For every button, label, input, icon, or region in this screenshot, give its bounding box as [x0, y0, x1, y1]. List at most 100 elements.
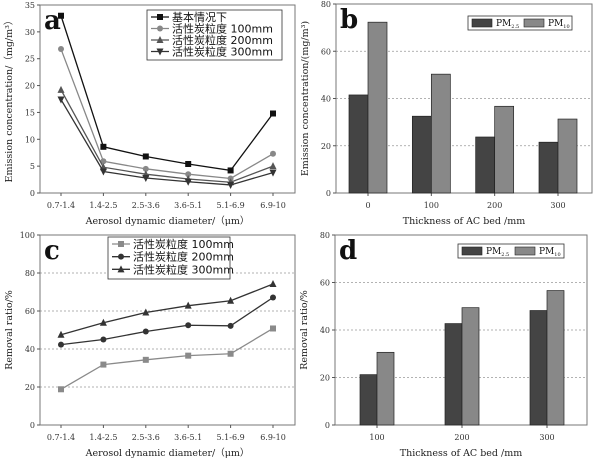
y-tick-label: 20: [321, 142, 331, 151]
data-point: [227, 181, 235, 189]
data-point: [184, 178, 192, 186]
legend-label: 活性炭粒度 200mm: [172, 33, 273, 47]
y-tick-label: 20: [320, 374, 330, 383]
y-tick-label: 60: [321, 47, 331, 56]
data-point: [99, 168, 107, 176]
legend-marker: [157, 25, 163, 32]
x-tick-label: 100: [424, 201, 439, 210]
x-tick-label: 3.6-5.1: [174, 433, 202, 442]
y-tick-label: 5: [30, 162, 35, 171]
y-axis-label: Removal ratio/%: [299, 290, 310, 370]
data-point: [100, 143, 107, 150]
legend-marker: [117, 265, 125, 273]
y-tick-label: 30: [25, 28, 35, 37]
legend-box: [146, 9, 283, 61]
data-point: [227, 322, 234, 329]
x-tick-label: 6.9-10: [260, 201, 286, 210]
data-point: [227, 350, 234, 357]
data-point: [57, 96, 65, 104]
bar: [538, 141, 559, 194]
panel-c: 0 20 40 60 80 100 0.7-1.4 1.4-2.5 2.5-3.6 3.6-5.1…: [4, 231, 296, 459]
x-axis-label: Thickness of AC bed /mm: [400, 448, 523, 459]
legend-label: 基本情况下: [172, 10, 227, 24]
bar: [494, 105, 515, 194]
series-line: [60, 15, 274, 172]
legend-marker: [118, 253, 124, 260]
y-tick-label: 0: [325, 421, 330, 430]
panel-b: 0 20 40 60 80 0 100 200 300 Thickness of AC bed /…: [300, 0, 593, 227]
data-point: [270, 325, 276, 332]
bar: [359, 374, 378, 426]
y-tick-label: 100: [20, 231, 35, 240]
data-point: [58, 386, 64, 393]
data-point: [58, 46, 64, 53]
x-tick-label: 0.7-1.4: [47, 201, 75, 210]
x-axis-label: Aerosol dynamic diameter/（μm）: [85, 215, 250, 227]
legend-box: [457, 243, 565, 259]
x-axis-label: Aerosol dynamic diameter/（μm）: [85, 447, 250, 459]
x-tick-label: 5.1-6.9: [217, 433, 245, 442]
panel-a: 0 5 10 15 20 25 30 35 0.7-1.4 1.4-2.5 2.5-3.6 3.6-5…: [3, 1, 296, 227]
legend-swatch: [514, 246, 536, 256]
bar: [546, 290, 565, 426]
data-point: [185, 171, 192, 178]
series-line: [60, 89, 274, 183]
y-tick-label: 60: [25, 307, 35, 316]
data-point: [269, 169, 277, 177]
y-tick-label: 0: [30, 189, 35, 198]
legend-label: 活性炭粒度 300mm: [133, 262, 234, 276]
legend-swatch: [471, 18, 493, 28]
y-tick-label: 35: [25, 1, 35, 10]
legend-box: [467, 15, 573, 31]
x-tick-label: 2.5-3.6: [132, 433, 160, 442]
y-axis-label: Removal ratio/%: [4, 290, 15, 370]
x-tick-label: 1.4-2.5: [89, 201, 117, 210]
plot-frame: [39, 4, 296, 194]
x-tick-label: 0.7-1.4: [47, 433, 75, 442]
y-tick-label: 20: [25, 383, 35, 392]
bar: [411, 115, 432, 194]
y-tick-label: 0: [30, 421, 35, 430]
data-point: [142, 308, 150, 316]
panel-label: d: [339, 236, 357, 266]
bar: [376, 351, 395, 426]
data-point: [270, 294, 276, 301]
plot-frame: [39, 234, 296, 426]
series-line: [60, 296, 274, 346]
y-tick-label: 40: [25, 345, 35, 354]
x-axis-label: Thickness of AC bed /mm: [403, 216, 526, 227]
legend-marker: [157, 14, 163, 20]
data-point: [58, 341, 64, 348]
legend-label: 活性炭粒度 300mm: [172, 45, 273, 59]
bar: [557, 118, 578, 194]
bar: [475, 136, 496, 194]
panel-d: 0 20 40 60 80 100 200 300 Thickness of AC bed /m…: [299, 231, 588, 459]
panel-label: c: [44, 236, 60, 266]
data-point: [100, 158, 107, 165]
data-point: [185, 322, 192, 329]
legend-label: 活性炭粒度 200mm: [133, 250, 234, 264]
x-tick-label: 5.1-6.9: [217, 201, 245, 210]
data-point: [185, 160, 192, 167]
legend-swatch: [461, 246, 483, 256]
y-tick-label: 40: [320, 326, 330, 335]
panel-label: b: [340, 5, 358, 35]
legend-label: PM10: [548, 19, 570, 30]
y-axis-label: Emission concentration/(mg/m³): [300, 21, 311, 176]
x-tick-label: 3.6-5.1: [174, 201, 202, 210]
y-tick-label: 20: [25, 82, 35, 91]
legend-marker: [118, 241, 124, 247]
y-tick-label: 60: [320, 279, 330, 288]
x-tick-label: 1.4-2.5: [89, 433, 117, 442]
data-point: [142, 328, 149, 335]
legend-swatch: [523, 18, 545, 28]
data-point: [57, 330, 65, 338]
y-tick-label: 25: [25, 55, 35, 64]
legend-label: PM10: [539, 247, 561, 258]
x-tick-label: 300: [539, 433, 554, 442]
series-line: [60, 327, 274, 390]
data-point: [58, 12, 64, 19]
y-tick-label: 10: [25, 135, 35, 144]
y-tick-label: 15: [25, 108, 35, 117]
